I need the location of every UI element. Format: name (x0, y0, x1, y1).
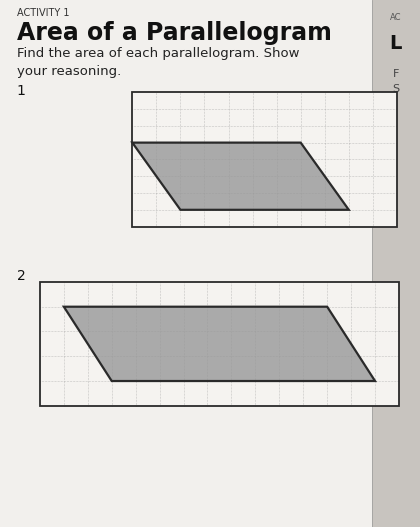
Bar (0, 0, 372, 527)
Bar (372, 0, 420, 527)
Text: AC: AC (390, 13, 402, 22)
Text: L: L (390, 34, 402, 53)
Polygon shape (64, 307, 375, 381)
Bar (132, 92, 397, 227)
Text: Area of a Parallelogram: Area of a Parallelogram (17, 21, 332, 45)
Text: 2: 2 (17, 269, 26, 283)
Polygon shape (132, 143, 349, 210)
Bar (40, 282, 399, 406)
Text: Find the area of each parallelogram. Show
your reasoning.: Find the area of each parallelogram. Sho… (17, 47, 299, 79)
Text: F: F (393, 69, 399, 79)
Text: 1: 1 (17, 84, 26, 99)
Bar (132, 92, 397, 227)
Text: ACTIVITY 1: ACTIVITY 1 (17, 8, 69, 18)
Text: S: S (392, 84, 399, 94)
Bar (40, 282, 399, 406)
